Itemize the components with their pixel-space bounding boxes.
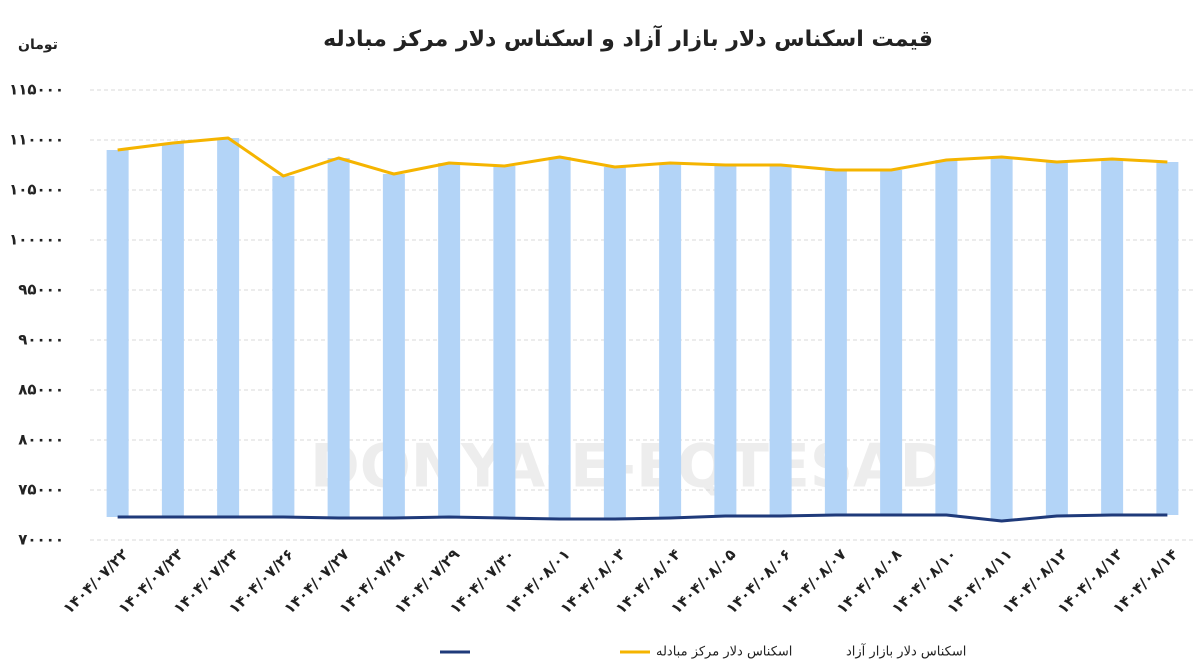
range-bar [714,165,737,516]
legend-label: اسکناس دلار بازار آزاد [846,643,966,660]
legend-label: اسکناس دلار مرکز مبادله [656,645,792,660]
series-line [117,136,1168,178]
y-tick-label: ۱۰۵۰۰۰ [9,181,64,199]
watermark: DONYA-E-EQTESAD [310,432,949,502]
y-tick-label: ۸۰۰۰۰ [18,431,64,449]
y-tick-label: ۸۵۰۰۰ [18,381,64,399]
range-bar [438,163,461,517]
y-axis-label: تومان [18,37,58,53]
range-bar [106,150,129,517]
range-bar [272,176,295,517]
range-bar [161,143,184,517]
range-bar [769,165,792,516]
range-bar [493,166,516,518]
range-bar [548,157,571,519]
range-bar [880,170,903,515]
range-bar [217,138,240,517]
range-bar [1101,159,1124,515]
range-bar [603,167,626,519]
y-tick-label: ۹۰۰۰۰ [18,331,64,349]
series-line [117,513,1168,523]
y-tick-label: ۷۰۰۰۰ [18,531,64,549]
range-bar [327,158,350,518]
range-bar [824,170,847,515]
y-tick-label: ۹۵۰۰۰ [18,281,64,299]
range-bar [990,157,1013,521]
y-tick-label: ۱۱۵۰۰۰ [9,81,64,99]
y-tick-label: ۷۵۰۰۰ [18,481,64,499]
range-bar [382,174,405,518]
range-bar [1156,162,1179,515]
range-bar [659,163,682,518]
range-bar [1045,162,1068,516]
chart-title: قیمت اسکناس دلار بازار آزاد و اسکناس دلا… [323,24,933,52]
y-tick-label: ۱۰۰۰۰۰ [9,231,64,249]
y-tick-label: ۱۱۰۰۰۰ [9,131,64,149]
range-bar [935,160,958,515]
